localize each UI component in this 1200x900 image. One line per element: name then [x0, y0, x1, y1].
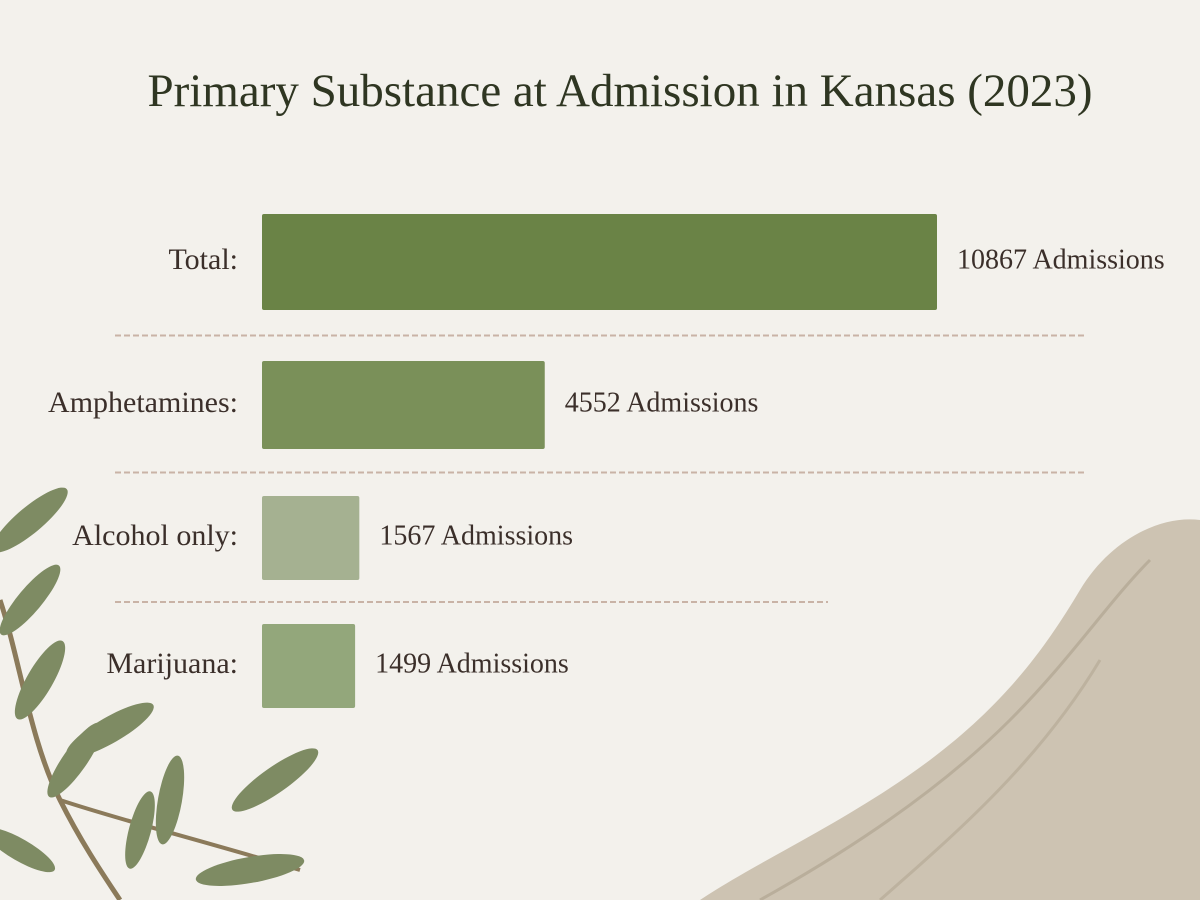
bar	[262, 214, 937, 310]
cloth	[700, 519, 1200, 900]
bar	[262, 624, 356, 708]
category-label: Alcohol only:	[72, 519, 238, 552]
category-label: Amphetamines:	[48, 386, 238, 419]
value-label: 4552 Admissions	[565, 387, 759, 418]
chart-title: Primary Substance at Admission in Kansas…	[147, 65, 1092, 117]
category-label: Marijuana:	[106, 647, 238, 680]
category-label: Total:	[168, 243, 238, 276]
value-label: 1499 Admissions	[375, 648, 569, 679]
cloth-fold	[879, 659, 1102, 900]
bar	[262, 361, 545, 449]
olive-branch	[0, 487, 319, 900]
bar	[262, 496, 360, 580]
value-label: 10867 Admissions	[957, 244, 1165, 275]
cloth-fold	[759, 558, 1152, 900]
value-label: 1567 Admissions	[379, 520, 573, 551]
